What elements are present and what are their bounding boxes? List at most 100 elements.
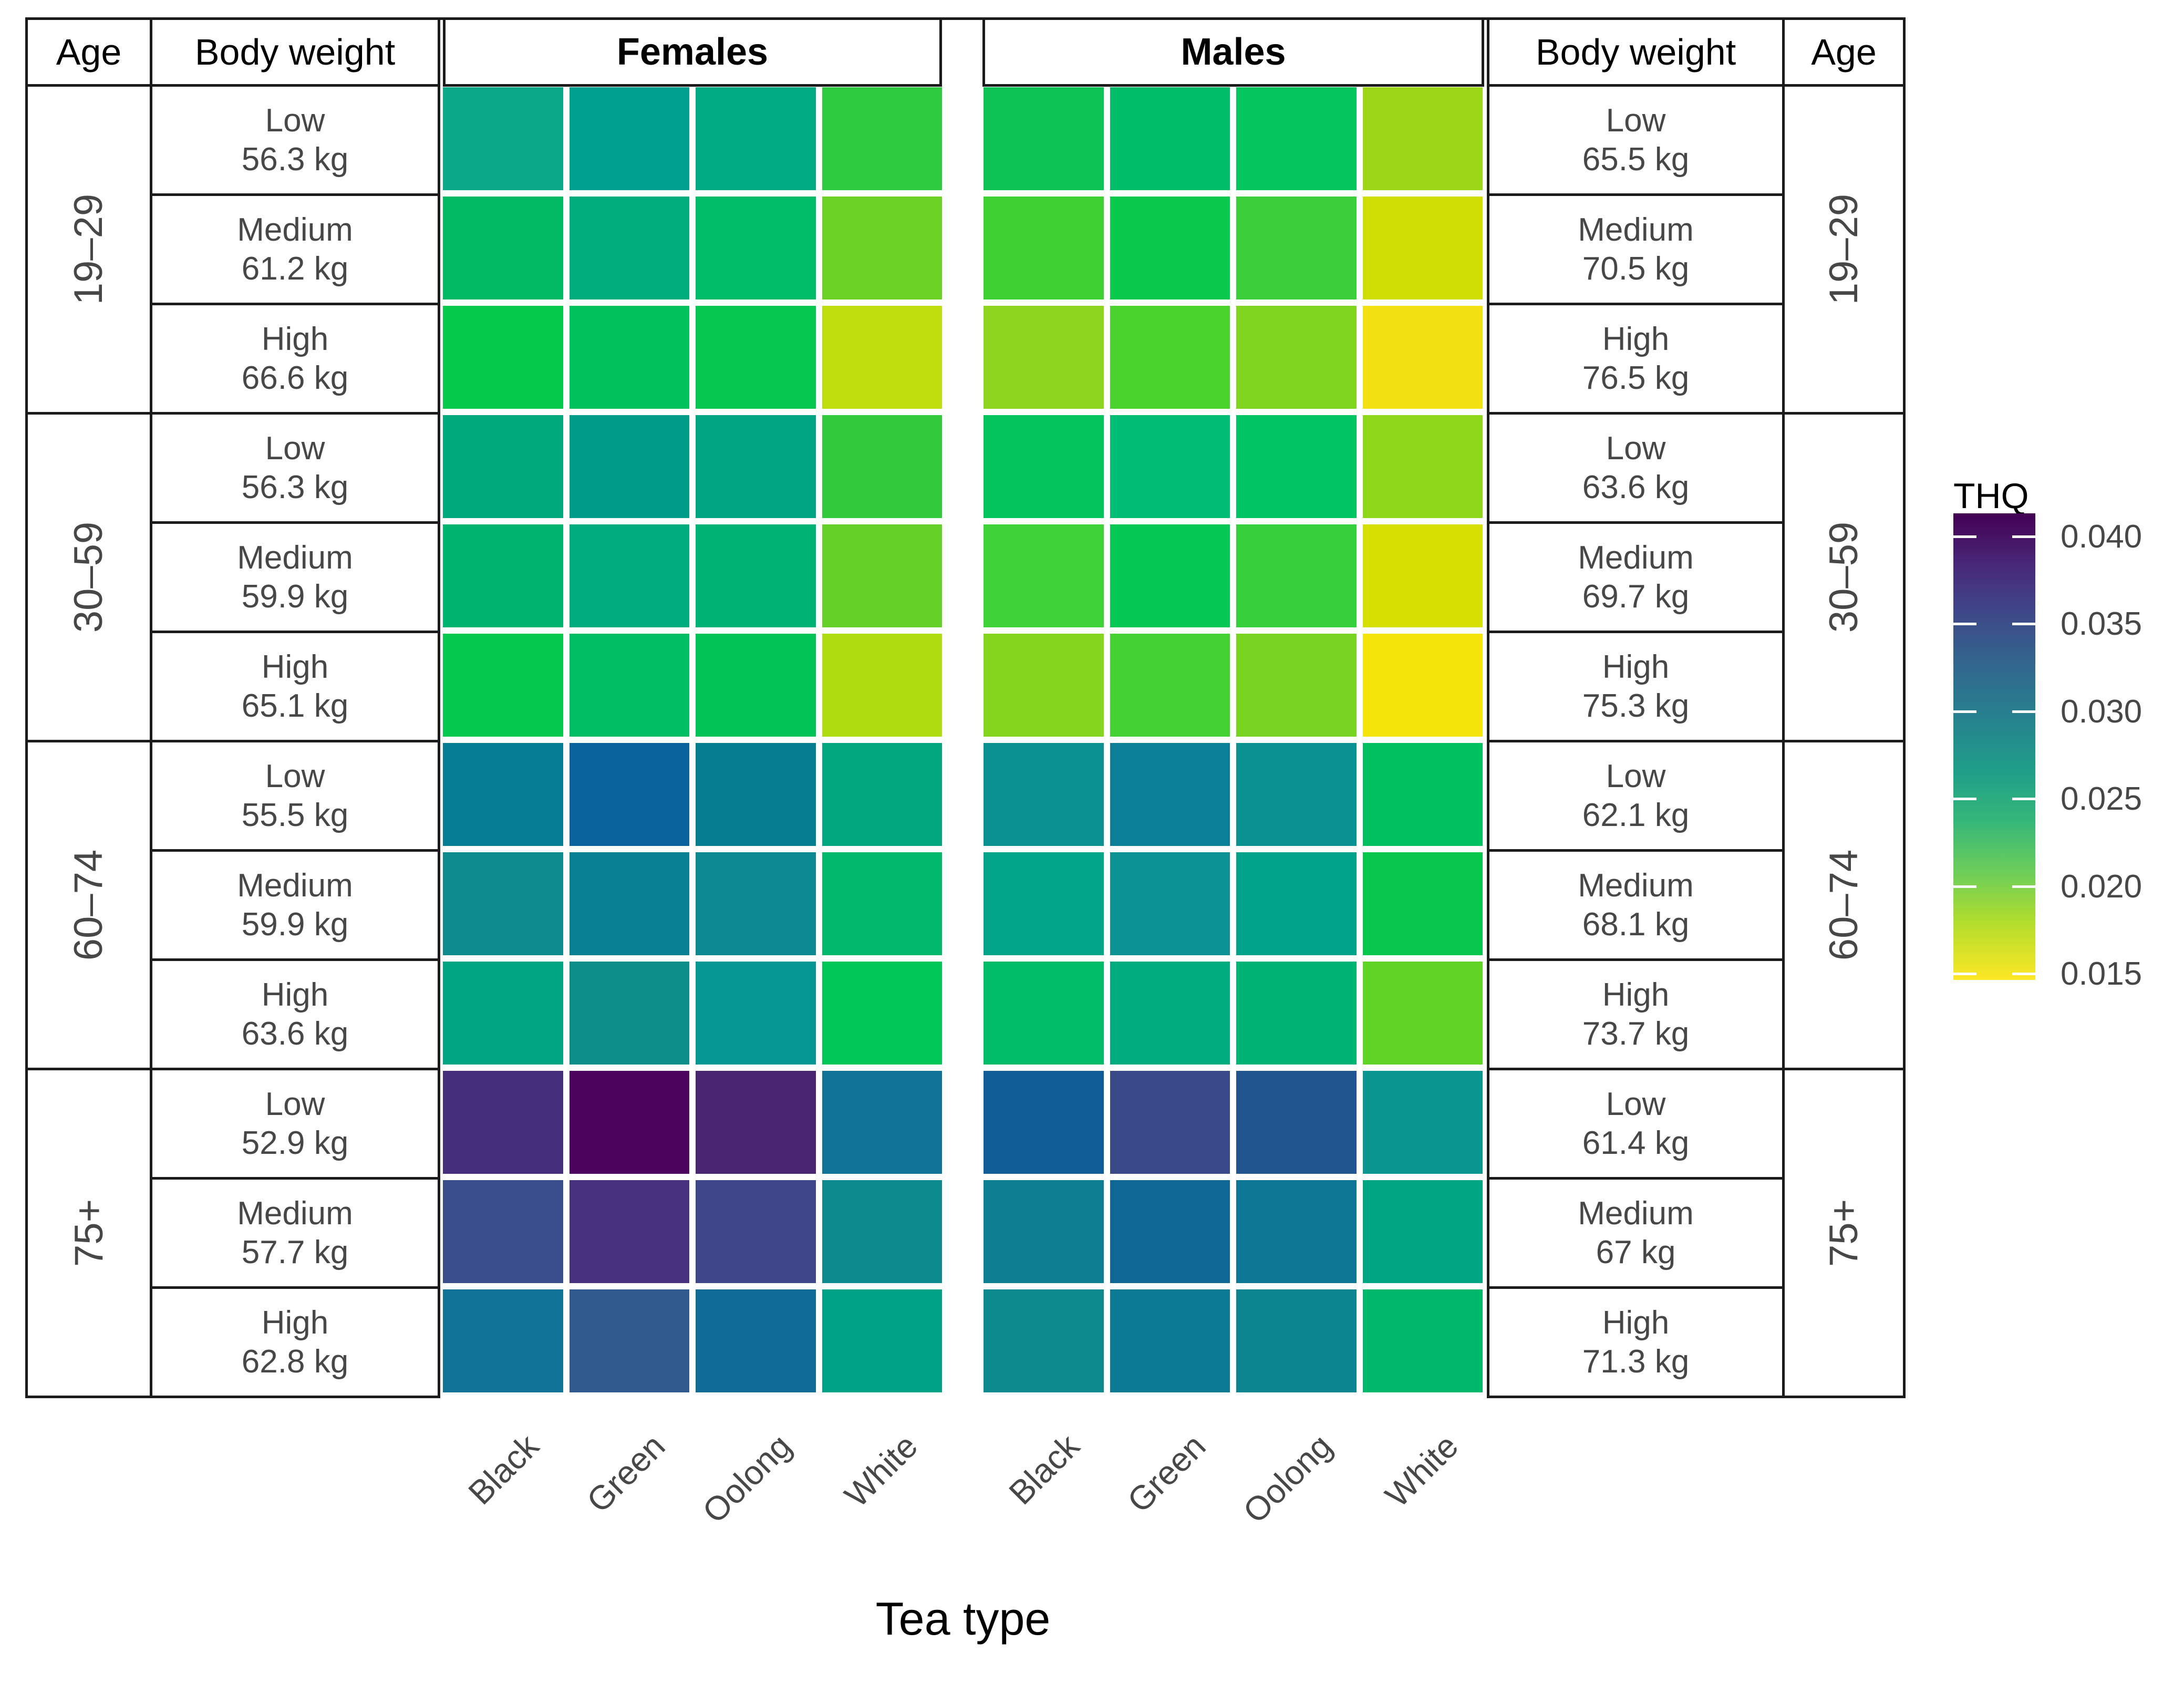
heat-cell-males-green	[1110, 1289, 1230, 1392]
x-tick-label-black: Black	[1001, 1427, 1086, 1512]
weight-level-label: Medium	[237, 212, 353, 249]
heat-cell-males-oolong	[1236, 852, 1357, 955]
heat-cell-males-oolong	[1236, 962, 1357, 1065]
heat-cell-females-black	[443, 524, 563, 627]
heat-cell-females-oolong	[696, 634, 816, 737]
heat-cell-females-white	[822, 743, 942, 846]
heat-cell-females-oolong	[696, 743, 816, 846]
age-group-label: 60–74	[1821, 849, 1866, 961]
legend-tick-value: 0.035	[2061, 606, 2142, 643]
weight-kg-label: 52.9 kg	[241, 1124, 349, 1161]
heat-cell-males-white	[1362, 634, 1483, 737]
body-weight-cell-right: High 76.5 kg	[1487, 303, 1785, 415]
x-tick-label-black: Black	[461, 1427, 546, 1512]
age-group-cell-left: 75+	[25, 1068, 152, 1398]
heat-cell-males-black	[984, 852, 1104, 955]
weight-kg-label: 69.7 kg	[1582, 578, 1690, 615]
heat-cell-females-black	[443, 306, 563, 409]
heat-cell-females-white	[822, 962, 942, 1065]
age-group-cell-left: 60–74	[25, 740, 152, 1070]
heat-cell-males-black	[984, 1180, 1104, 1283]
weight-kg-label: 68.1 kg	[1582, 906, 1690, 943]
heat-cell-females-white	[822, 197, 942, 299]
heat-cell-females-oolong	[696, 306, 816, 409]
body-weight-cell-left: Low 56.3 kg	[150, 84, 440, 196]
heat-cell-males-oolong	[1236, 634, 1357, 737]
age-header-right: Age	[1782, 17, 1906, 87]
weight-kg-label: 56.3 kg	[241, 469, 349, 505]
age-group-cell-right: 19–29	[1782, 84, 1906, 415]
heat-cell-females-white	[822, 87, 942, 190]
heat-cell-females-black	[443, 962, 563, 1065]
weight-level-label: Low	[265, 102, 325, 139]
weight-level-label: Low	[265, 758, 325, 795]
weight-level-label: Medium	[1578, 867, 1694, 904]
body-weight-cell-right: Medium 70.5 kg	[1487, 193, 1785, 305]
x-tick-label-green: Green	[1120, 1427, 1213, 1520]
legend-tick-value: 0.020	[2061, 868, 2142, 905]
body-weight-header-left: Body weight	[150, 17, 440, 87]
x-tick-label-white: White	[837, 1427, 925, 1515]
body-weight-cell-left: High 66.6 kg	[150, 303, 440, 415]
age-group-cell-right: 75+	[1782, 1068, 1906, 1398]
heat-cell-males-white	[1362, 1180, 1483, 1283]
heat-cell-males-oolong	[1236, 524, 1357, 627]
legend-tick-mark-left	[1953, 710, 1976, 713]
heat-cell-females-oolong	[696, 1289, 816, 1392]
body-weight-cell-left: Medium 61.2 kg	[150, 193, 440, 305]
heat-cell-males-white	[1362, 1289, 1483, 1392]
females-facet-header: Females	[443, 17, 942, 87]
heat-cell-males-green	[1110, 852, 1230, 955]
heat-cell-males-oolong	[1236, 415, 1357, 518]
body-weight-cell-right: Low 62.1 kg	[1487, 740, 1785, 852]
weight-kg-label: 61.4 kg	[1582, 1124, 1690, 1161]
x-tick-label-oolong: Oolong	[695, 1427, 799, 1531]
age-group-label: 19–29	[66, 193, 111, 305]
x-tick-label-oolong: Oolong	[1235, 1427, 1339, 1531]
heat-cell-females-oolong	[696, 852, 816, 955]
table-top-border	[25, 17, 1906, 20]
weight-kg-label: 62.8 kg	[241, 1343, 349, 1380]
age-header-left: Age	[25, 17, 152, 87]
weight-level-label: Medium	[237, 540, 353, 576]
weight-level-label: Low	[265, 430, 325, 467]
weight-level-label: Low	[1606, 102, 1666, 139]
legend-tick-mark-right	[2012, 885, 2035, 888]
legend-tick-mark-left	[1953, 535, 1976, 538]
heat-cell-females-black	[443, 87, 563, 190]
weight-kg-label: 56.3 kg	[241, 141, 349, 178]
weight-kg-label: 76.5 kg	[1582, 359, 1690, 396]
age-group-label: 19–29	[1821, 193, 1866, 305]
weight-level-label: Medium	[237, 867, 353, 904]
heat-cell-males-white	[1362, 962, 1483, 1065]
heat-cell-males-black	[984, 197, 1104, 299]
heat-cell-males-oolong	[1236, 1289, 1357, 1392]
body-weight-cell-right: Medium 68.1 kg	[1487, 849, 1785, 961]
heat-cell-females-green	[569, 524, 689, 627]
weight-level-label: High	[261, 1305, 329, 1341]
weight-level-label: High	[1602, 321, 1670, 358]
weight-level-label: Medium	[1578, 1195, 1694, 1232]
heat-cell-males-green	[1110, 634, 1230, 737]
males-facet-header: Males	[982, 17, 1484, 87]
heat-cell-females-white	[822, 1289, 942, 1392]
body-weight-cell-right: Low 63.6 kg	[1487, 412, 1785, 524]
weight-kg-label: 59.9 kg	[241, 578, 349, 615]
weight-kg-label: 66.6 kg	[241, 359, 349, 396]
heat-cell-females-green	[569, 306, 689, 409]
heat-cell-females-green	[569, 1289, 689, 1392]
weight-level-label: Low	[1606, 758, 1666, 795]
weight-level-label: Medium	[1578, 540, 1694, 576]
heat-cell-females-white	[822, 852, 942, 955]
males-heatmap	[984, 87, 1483, 1392]
legend-tick-mark-left	[1953, 885, 1976, 888]
heat-cell-males-white	[1362, 524, 1483, 627]
heat-cell-males-black	[984, 743, 1104, 846]
legend-tick-mark-right	[2012, 710, 2035, 713]
x-tick-label-green: Green	[579, 1427, 672, 1520]
heat-cell-females-white	[822, 1071, 942, 1174]
body-weight-cell-right: High 73.7 kg	[1487, 958, 1785, 1070]
weight-level-label: Medium	[237, 1195, 353, 1232]
heat-cell-females-black	[443, 852, 563, 955]
heat-cell-females-white	[822, 524, 942, 627]
